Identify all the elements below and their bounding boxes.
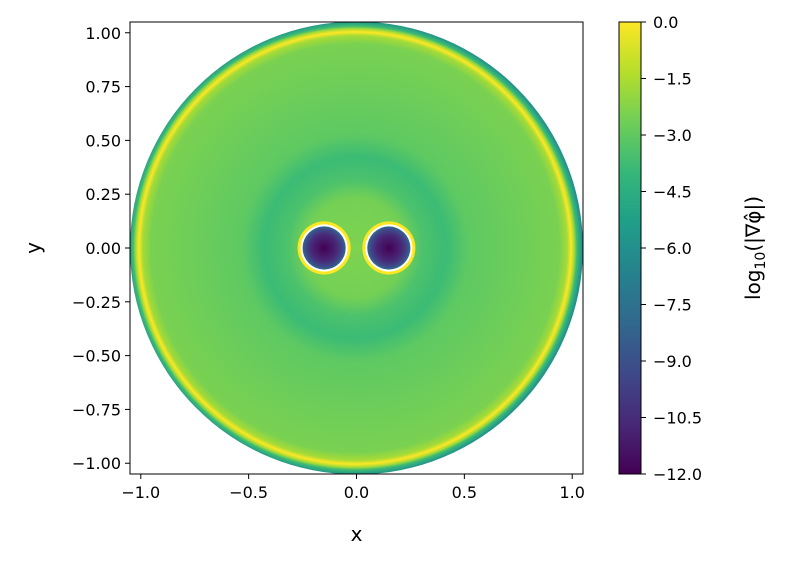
colorbar-tick-label: −6.0 [653, 239, 692, 258]
plot-area [130, 22, 583, 474]
x-tick-label: 0.0 [344, 483, 369, 502]
x-tick-label: 0.5 [452, 483, 477, 502]
colorbar-label-body: (|∇φ̂|) [741, 196, 765, 252]
x-tick-label: −1.0 [121, 483, 160, 502]
colorbar-label-prefix: log [741, 269, 765, 300]
y-tick-label: −0.25 [72, 293, 121, 312]
x-axis-label: x [351, 522, 363, 546]
colorbar-tick-label: −12.0 [653, 465, 702, 484]
colorbar-tick-label: 0.0 [653, 13, 678, 32]
y-tick-label: 0.50 [85, 131, 121, 150]
y-tick-label: 0.75 [85, 78, 121, 97]
colorbar-tick-label: −3.0 [653, 126, 692, 145]
y-tick-label: −0.50 [72, 347, 121, 366]
hole-2 [367, 226, 411, 270]
y-tick-label: −0.75 [72, 400, 121, 419]
colorbar-tick-label: −7.5 [653, 296, 692, 315]
domain-disk [130, 22, 583, 474]
colorbar-axis: 0.0 −1.5 −3.0 −4.5 −6.0 −7.5 −9.0 −10.5 −12.0 [641, 13, 702, 484]
colorbar [618, 21, 642, 475]
colorbar-tick-label: −1.5 [653, 70, 692, 89]
colorbar-label: log10(|∇φ̂|) [741, 196, 769, 300]
y-axis: 1.00 0.75 0.50 0.25 0.00 −0.25 −0.50 −0.75 −1.00 [72, 24, 130, 473]
colorbar-label-subscript: 10 [753, 252, 769, 270]
y-tick-label: 0.00 [85, 239, 121, 258]
y-tick-label: −1.00 [72, 454, 121, 473]
x-axis: −1.0 −0.5 0.0 0.5 1.0 [121, 474, 585, 502]
colorbar-tick-label: −4.5 [653, 183, 692, 202]
colorbar-tick-label: −9.0 [653, 352, 692, 371]
colorbar-tick-label: −10.5 [653, 409, 702, 428]
y-tick-label: 1.00 [85, 24, 121, 43]
x-tick-label: 1.0 [559, 483, 584, 502]
y-axis-label: y [21, 242, 45, 254]
y-tick-label: 0.25 [85, 185, 121, 204]
x-tick-label: −0.5 [229, 483, 268, 502]
hole-1 [302, 226, 346, 270]
